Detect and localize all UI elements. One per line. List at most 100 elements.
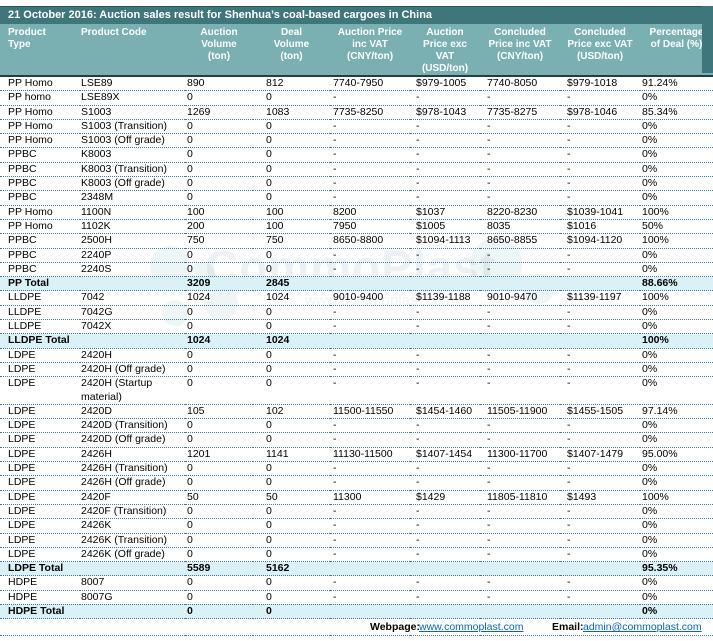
- table-cell: 9010-9400: [330, 290, 410, 306]
- table-cell: 0%: [640, 362, 713, 378]
- table-cell: 890: [185, 76, 253, 92]
- table-cell: 5162: [253, 561, 330, 577]
- table-cell: -: [330, 162, 410, 178]
- table-cell: 0: [185, 504, 253, 520]
- table-cell: K8003 (Transition): [80, 162, 185, 178]
- table-cell: 1024: [253, 333, 330, 349]
- table-cell: -: [330, 575, 410, 591]
- table-cell: 0%: [640, 504, 713, 520]
- table-cell: 750: [185, 233, 253, 249]
- table-cell: 2426H (Transition): [80, 461, 185, 477]
- table-cell: -: [410, 162, 480, 178]
- email-label: Email:: [552, 621, 584, 634]
- table-cell: 11130-11500: [330, 447, 410, 463]
- table-cell: 0: [185, 533, 253, 548]
- table-cell: -: [410, 362, 480, 378]
- column-header-percentage-of-deal: Percentage of Deal (%): [640, 24, 713, 77]
- table-cell: -: [480, 575, 560, 591]
- table-cell: [480, 333, 560, 349]
- table-cell: $1139-1188: [410, 290, 480, 306]
- table-cell: 0: [185, 418, 253, 434]
- table-cell: -: [410, 348, 480, 363]
- table-body: PP Homo LSE89 890 812 7740-7950 $979-1005 7740…: [0, 76, 713, 620]
- table-cell: 91.24%: [640, 76, 713, 92]
- table-cell: -: [330, 547, 410, 563]
- table-cell: PPBC: [0, 176, 80, 192]
- table-cell: 7042: [80, 290, 185, 306]
- table-cell: 8035: [480, 219, 560, 235]
- table-cell: $1037: [410, 205, 480, 220]
- table-cell: 8650-8855: [480, 233, 560, 249]
- table-cell: [410, 276, 480, 292]
- table-cell: $979-1005: [410, 76, 480, 92]
- table-cell: LDPE: [0, 348, 80, 363]
- table-cell: 7735-8275: [480, 105, 560, 120]
- table-cell: -: [330, 475, 410, 491]
- table-cell: -: [560, 147, 640, 163]
- email-link[interactable]: admin@commoplast.com: [583, 621, 702, 634]
- table-row: PP Homo S1003 1269 1083 7735-8250 $978-1043 77…: [0, 105, 713, 120]
- table-cell: -: [410, 376, 480, 405]
- total-row: PP Total 3209 2845 88.66%: [0, 276, 713, 292]
- table-row: PP Homo 1100N 100 100 8200 $1037 8220-8230 $103…: [0, 205, 713, 220]
- table-cell: -: [480, 376, 560, 405]
- table-cell: 11805-11810: [480, 490, 560, 505]
- table-cell: PPBC: [0, 262, 80, 278]
- table-cell: -: [560, 533, 640, 548]
- table-cell: LLDPE: [0, 290, 80, 306]
- table-cell: -: [410, 90, 480, 106]
- table-cell: PPBC: [0, 162, 80, 178]
- table-cell: LDPE: [0, 447, 80, 463]
- table-cell: [560, 333, 640, 349]
- table-cell: LDPE: [0, 404, 80, 420]
- table-cell: 0: [253, 604, 330, 620]
- table-cell: 2420F (Transition): [80, 504, 185, 520]
- table-cell: -: [330, 305, 410, 321]
- table-cell: -: [560, 362, 640, 378]
- table-cell: 2500H: [80, 233, 185, 249]
- table-cell: 8220-8230: [480, 205, 560, 220]
- table-cell: 95.35%: [640, 561, 713, 577]
- table-row: PPBC K8003 0 0- - - -0%: [0, 147, 713, 163]
- table-cell: -: [410, 319, 480, 335]
- table-cell: PPBC: [0, 248, 80, 263]
- table-cell: 0%: [640, 133, 713, 149]
- table-cell: 2420D: [80, 404, 185, 420]
- table-cell: 0%: [640, 575, 713, 591]
- table-cell: PPBC: [0, 233, 80, 249]
- table-cell: -: [410, 305, 480, 321]
- table-cell: PPBC: [0, 147, 80, 163]
- table-cell: 0%: [640, 461, 713, 477]
- table-cell: -: [480, 504, 560, 520]
- table-cell: 0: [185, 147, 253, 163]
- table-cell: 0: [253, 262, 330, 278]
- table-cell: -: [480, 248, 560, 263]
- table-cell: 0: [253, 432, 330, 448]
- table-cell: 11505-11900: [480, 404, 560, 420]
- table-cell: -: [330, 147, 410, 163]
- table-cell: PP Total: [0, 276, 80, 292]
- table-cell: 0: [253, 119, 330, 135]
- table-cell: $979-1018: [560, 76, 640, 92]
- table-cell: [560, 561, 640, 577]
- column-header-product-code: Product Code: [80, 24, 185, 77]
- table-cell: -: [480, 518, 560, 534]
- table-cell: -: [560, 176, 640, 192]
- table-row: PPBC 2500H 750 750 8650-8800 $1094-1113 8650-8…: [0, 233, 713, 249]
- table-row: LDPE 2420F (Transition) 0 0- - - -0%: [0, 504, 713, 520]
- table-cell: S1003: [80, 105, 185, 120]
- table-cell: 750: [253, 233, 330, 249]
- webpage-link[interactable]: www.commoplast.com: [419, 621, 524, 634]
- table-cell: 0%: [640, 518, 713, 534]
- table-cell: -: [560, 504, 640, 520]
- table-cell: LDPE: [0, 490, 80, 505]
- table-cell: 0%: [640, 248, 713, 263]
- table-row: LLDPE 7042X 0 0- - - -0%: [0, 319, 713, 335]
- table-cell: -: [330, 176, 410, 192]
- total-row: LLDPE Total 1024 1024 100%: [0, 333, 713, 349]
- table-cell: -: [560, 248, 640, 263]
- table-cell: -: [330, 190, 410, 206]
- table-cell: -: [410, 432, 480, 448]
- table-cell: [410, 333, 480, 349]
- table-row: HDPE 8007 0 0- - - -0%: [0, 575, 713, 591]
